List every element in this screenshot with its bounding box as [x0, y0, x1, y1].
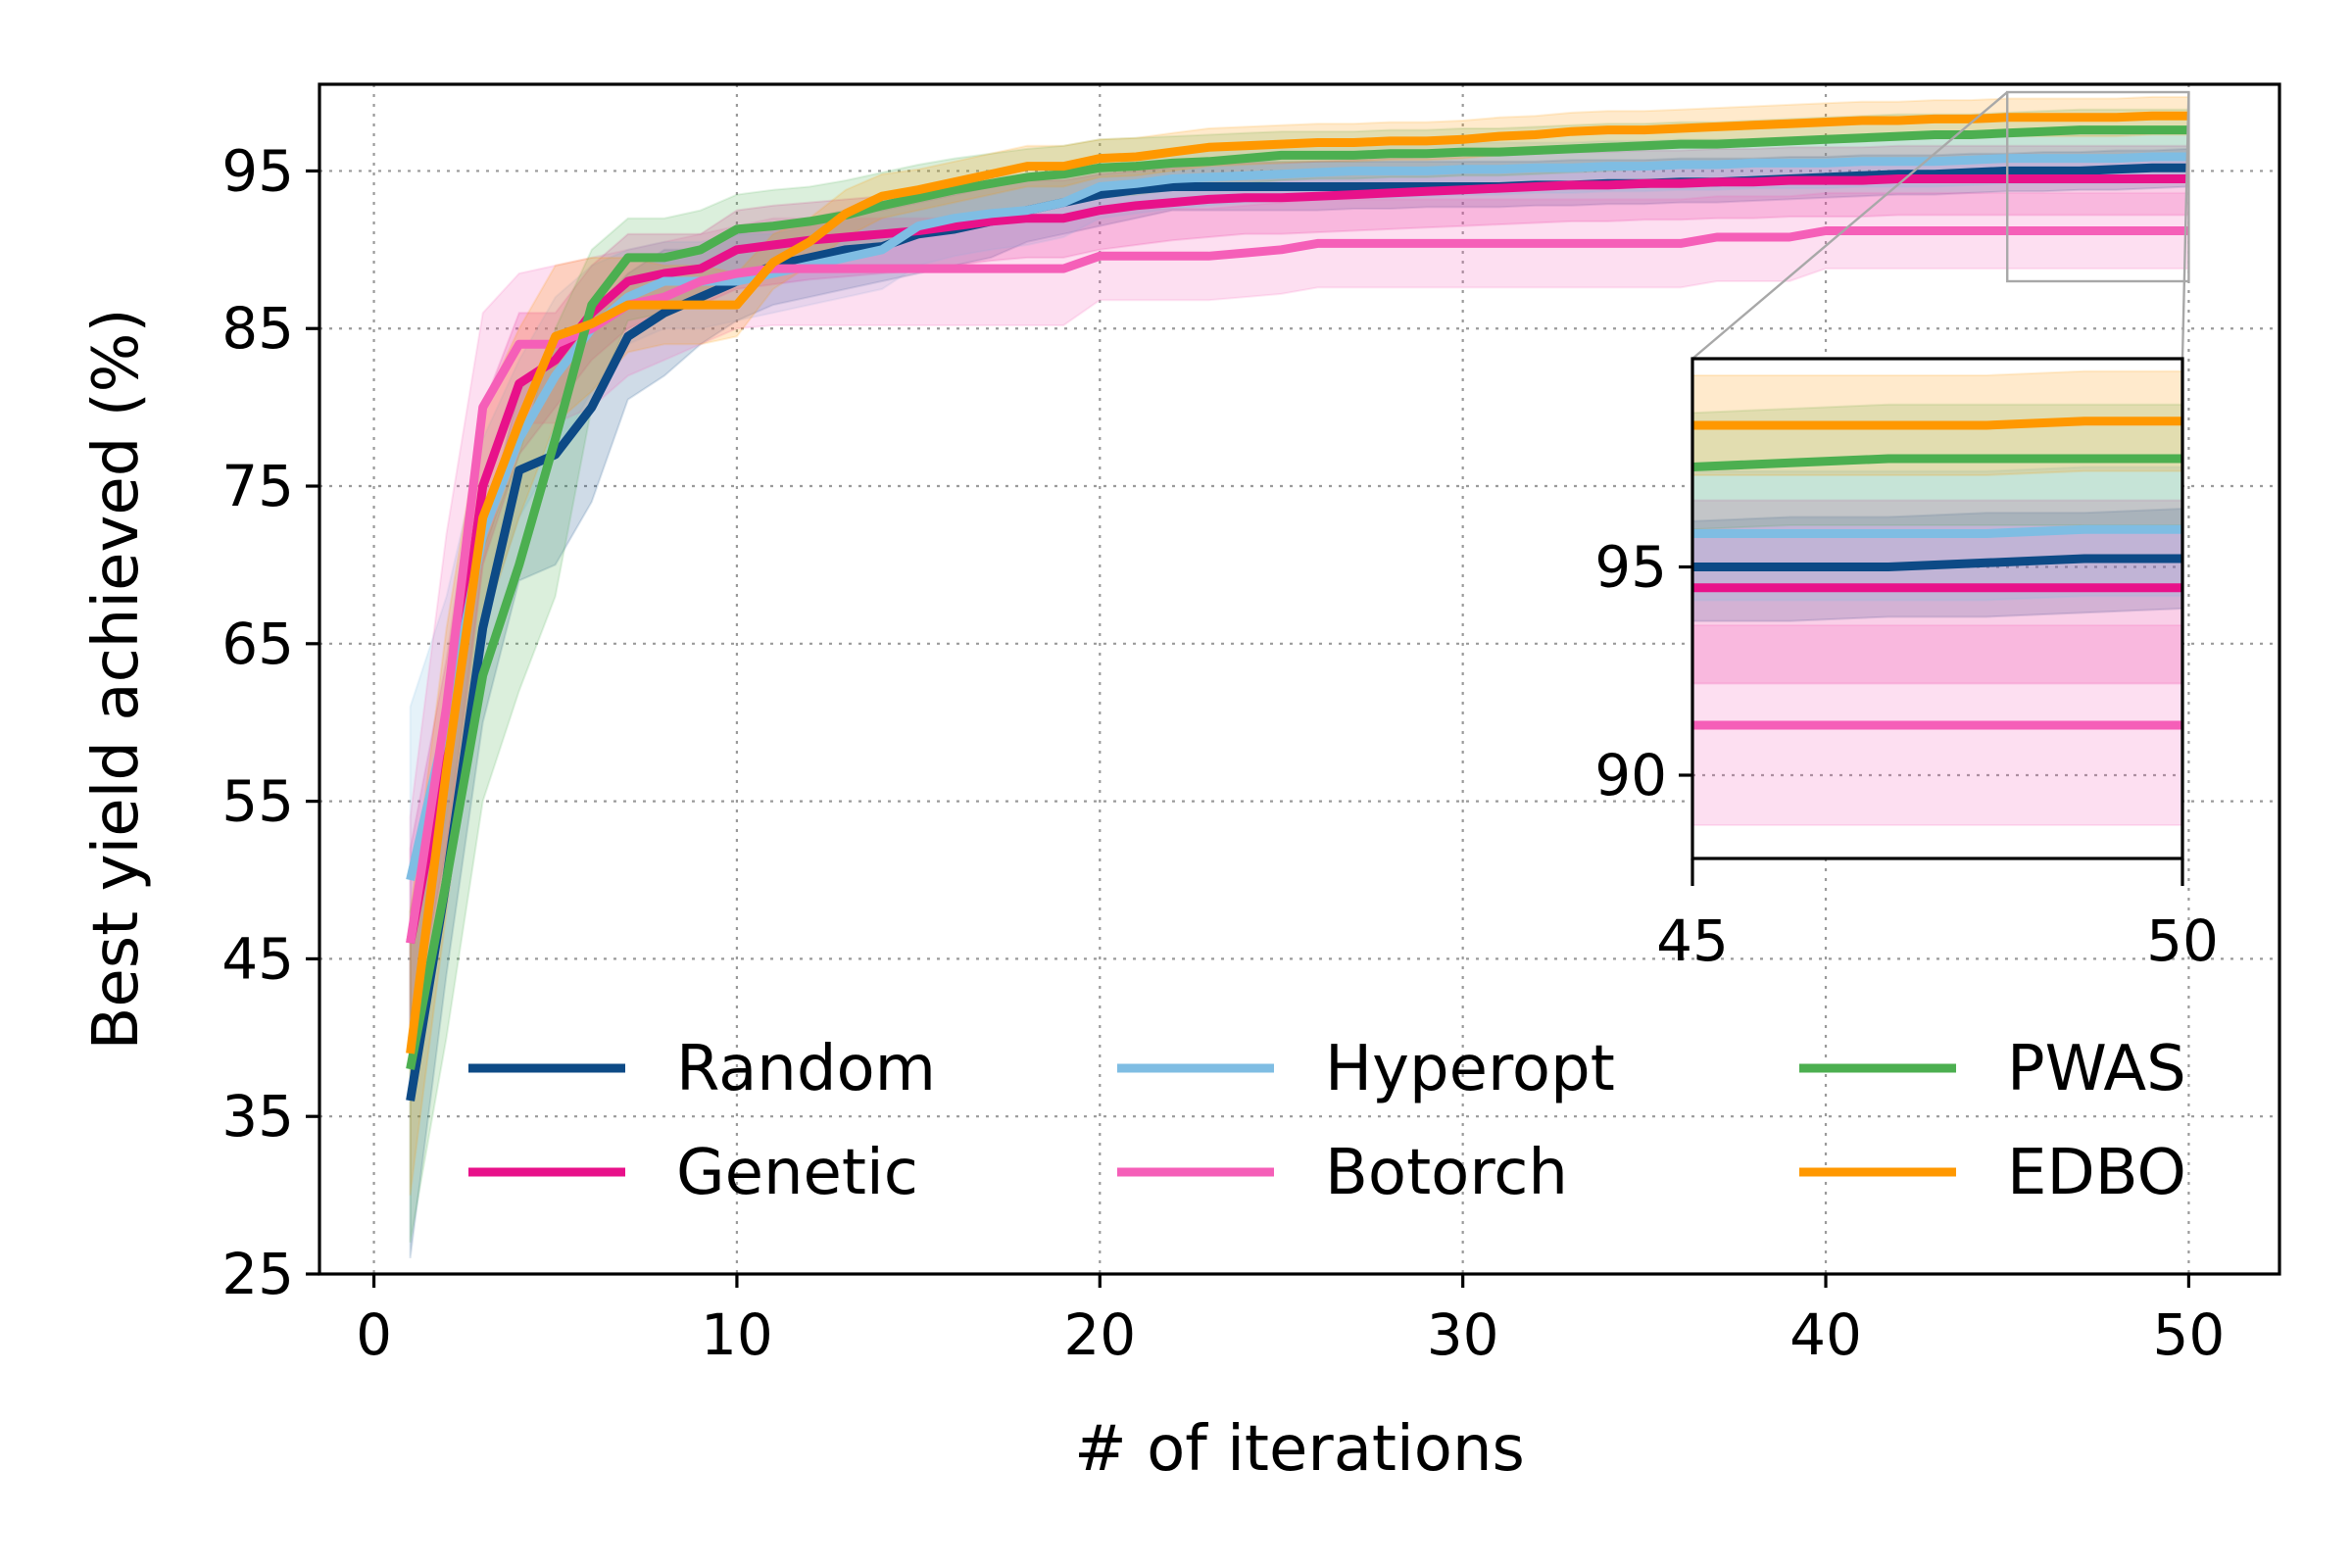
x-axis-label: # of iterations — [1074, 1413, 1525, 1486]
x-tick-label: 10 — [701, 1301, 773, 1368]
legend-item-edbo: EDBO — [1799, 1137, 2186, 1209]
zoom-connectors — [1691, 90, 2190, 360]
inset-confidence-bands — [1692, 369, 2182, 826]
line-genetic — [406, 174, 2189, 945]
legend-item-pwas: PWAS — [1799, 1033, 2186, 1105]
zoom-region-box — [2006, 90, 2190, 283]
y-tick-label: 45 — [221, 925, 294, 992]
legend-label-genetic: Genetic — [676, 1137, 918, 1209]
y-tick-label: 85 — [221, 295, 294, 362]
legend: Random Genetic Hyperopt Botorch PWAS EDBO — [468, 1033, 2186, 1209]
line-random — [406, 163, 2189, 1102]
legend-item-botorch: Botorch — [1117, 1137, 1568, 1209]
inset-line-hyperopt — [1692, 524, 2182, 538]
inset-line-edbo — [1692, 416, 2182, 430]
y-tick-label: 95 — [221, 137, 294, 204]
x-tick-label: 40 — [1789, 1301, 1862, 1368]
legend-label-edbo: EDBO — [2007, 1137, 2186, 1209]
x-tick-label: 0 — [356, 1301, 392, 1368]
line-botorch — [406, 226, 2189, 944]
y-tick-label: 65 — [221, 611, 294, 677]
legend-item-genetic: Genetic — [468, 1137, 918, 1209]
inset-x-ticks: 45 50 — [1656, 858, 2219, 974]
y-tick-label: 75 — [221, 453, 294, 519]
main-axes-frame — [318, 82, 2281, 1276]
main-series-lines — [406, 111, 2189, 1102]
zoom-connector-line — [2180, 92, 2190, 360]
main-plot: 0 10 20 30 40 50 25 35 45 55 65 75 85 95 # of iterat… — [80, 82, 2281, 1486]
inset-x-tick-label: 50 — [2146, 907, 2219, 974]
inset-y-ticks: 90 95 — [1594, 534, 1692, 808]
line-edbo — [406, 111, 2189, 1054]
legend-label-random: Random — [676, 1033, 936, 1105]
main-y-ticks: 25 35 45 55 65 75 85 95 — [221, 137, 319, 1307]
inset-y-tick-label: 95 — [1594, 534, 1667, 601]
inset-line-random — [1692, 554, 2182, 571]
y-tick-label: 55 — [221, 768, 294, 835]
inset-plot: 45 50 90 95 — [1594, 357, 2219, 974]
y-tick-label: 35 — [221, 1083, 294, 1150]
inset-line-pwas — [1692, 454, 2182, 471]
x-tick-label: 30 — [1427, 1301, 1499, 1368]
inset-x-tick-label: 45 — [1656, 907, 1729, 974]
main-x-ticks: 0 10 20 30 40 50 — [356, 1274, 2225, 1368]
legend-label-pwas: PWAS — [2007, 1033, 2186, 1105]
legend-item-hyperopt: Hyperopt — [1117, 1033, 1615, 1105]
inset-y-tick-label: 90 — [1594, 742, 1667, 808]
legend-label-botorch: Botorch — [1325, 1137, 1568, 1209]
inset-series-lines — [1692, 416, 2182, 730]
x-tick-label: 20 — [1063, 1301, 1136, 1368]
line-pwas — [406, 125, 2189, 1070]
zoom-connector-line — [1691, 91, 2008, 360]
inset-axes-frame — [1690, 357, 2184, 860]
legend-label-hyperopt: Hyperopt — [1325, 1033, 1615, 1105]
inset-band-pwas — [1692, 403, 2182, 531]
legend-item-random: Random — [468, 1033, 936, 1105]
y-tick-label: 25 — [221, 1241, 294, 1307]
y-axis-label: Best yield achieved (%) — [80, 309, 153, 1051]
x-tick-label: 50 — [2153, 1301, 2226, 1368]
